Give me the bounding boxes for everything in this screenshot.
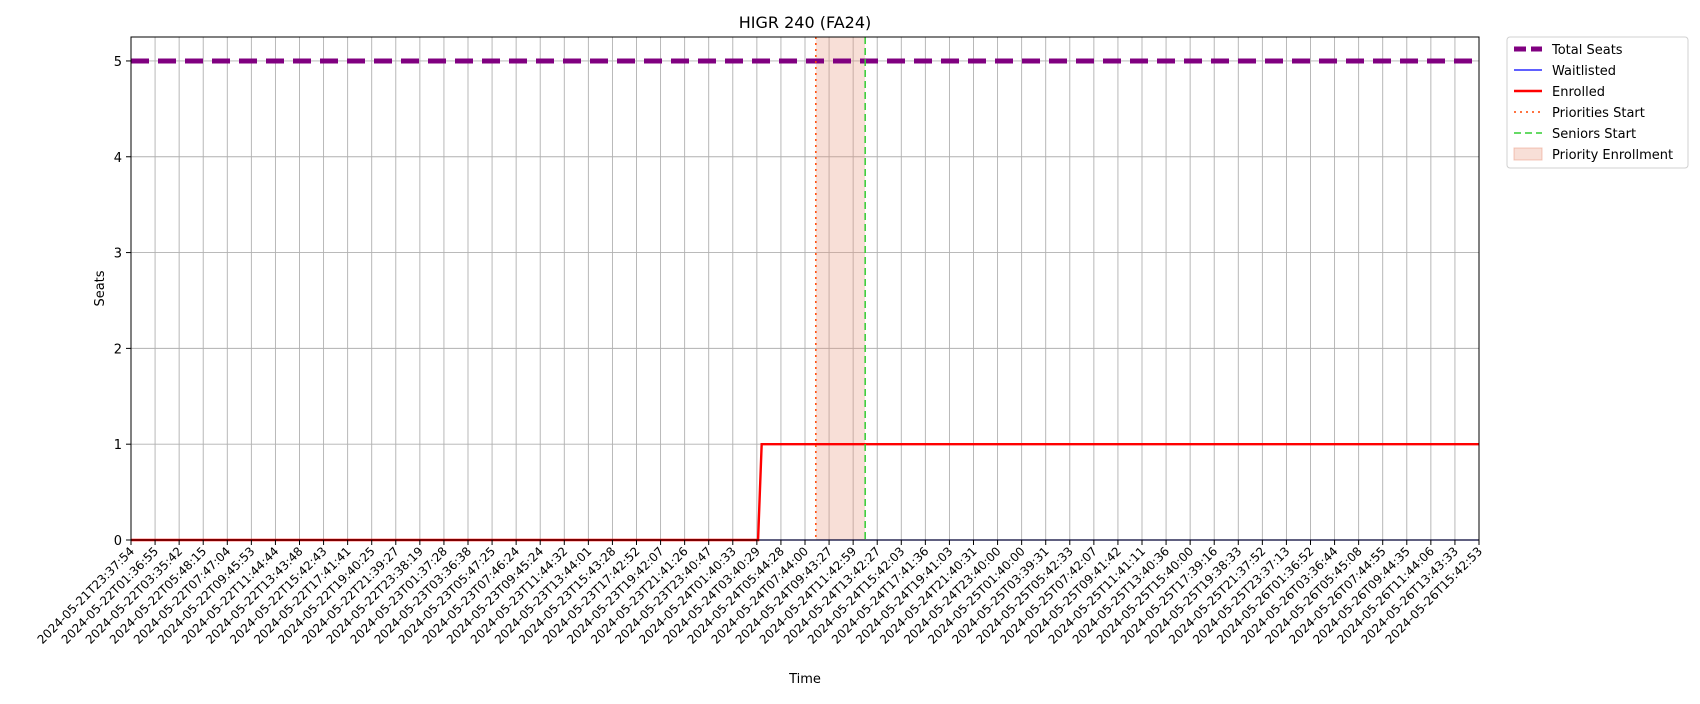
y-tick-label: 1 [114,438,122,453]
legend-label-priorities-start: Priorities Start [1552,106,1645,121]
legend-label-priority-enrollment: Priority Enrollment [1552,148,1673,163]
legend-label-enrolled: Enrolled [1552,85,1605,100]
legend-swatch-priority-enrollment [1513,147,1543,161]
region-layer [815,37,866,540]
legend-label-waitlisted: Waitlisted [1552,64,1616,79]
chart-title: HIGR 240 (FA24) [739,13,872,32]
y-tick-label: 3 [114,247,122,262]
priority-enrollment-region [815,37,866,540]
y-axis-label: Seats [93,270,108,306]
y-tick-label: 2 [114,342,122,357]
legend-frame [1506,36,1689,169]
x-axis-label: Time [788,672,821,687]
legend-label-seniors-start: Seniors Start [1552,127,1636,142]
grid-layer [130,37,1480,541]
legend: Total Seats Waitlisted Enrolled Priorities … [1506,36,1689,169]
tick-layer: 0123452024-05-21T23:37:542024-05-22T01:3… [35,55,1486,647]
y-tick-label: 0 [114,534,122,549]
legend-label-total-seats: Total Seats [1551,43,1623,58]
y-tick-label: 4 [114,151,122,166]
y-tick-label: 5 [114,55,122,70]
